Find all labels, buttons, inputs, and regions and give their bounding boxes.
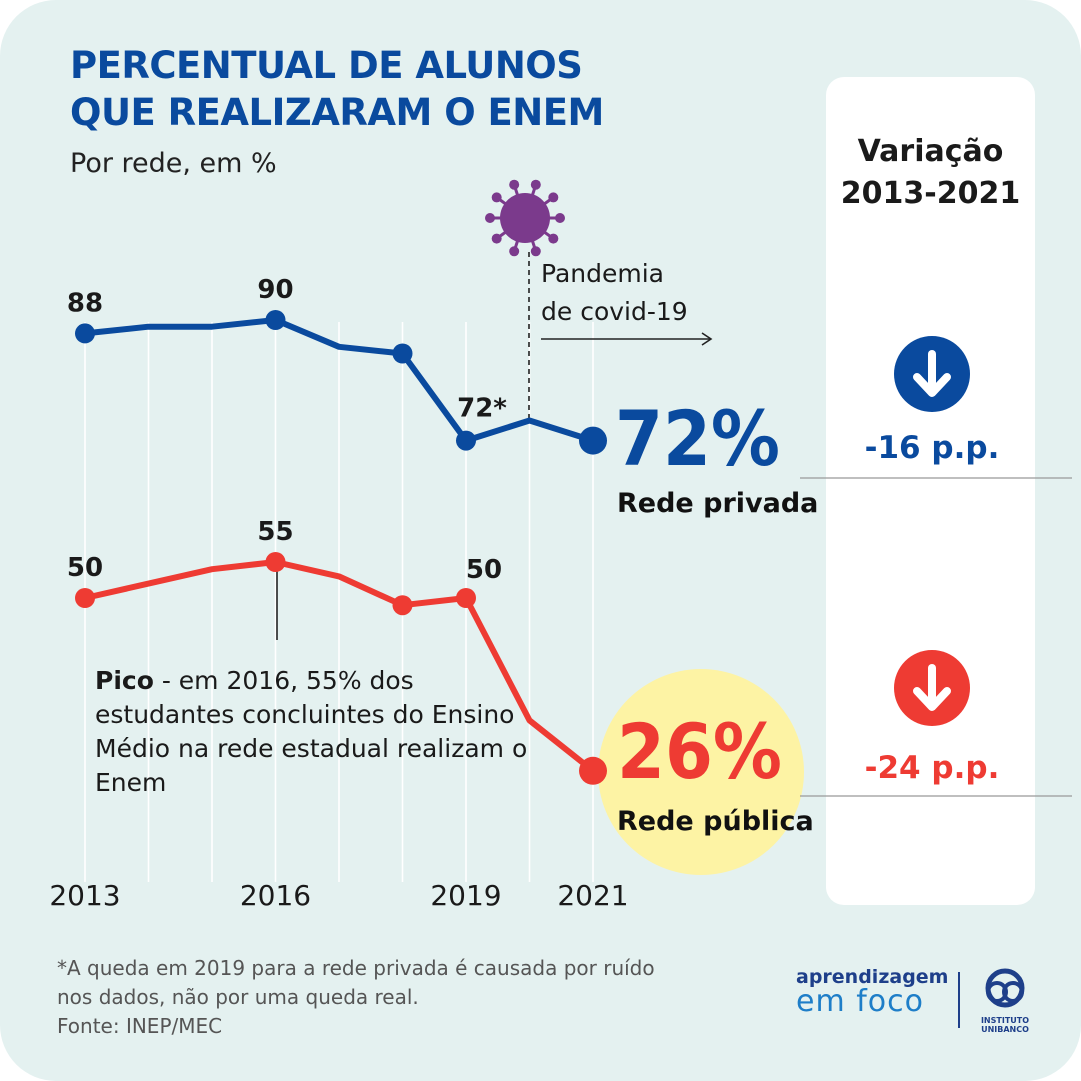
series-line-publica [82,559,596,774]
virus-spike-tip [491,233,502,244]
x-tick-2021: 2021 [557,879,628,912]
labels-layer: 88 90 72* 50 55 50 [67,275,507,585]
x-axis-ticks: 2013 2016 2019 2021 [49,879,628,912]
data-point-publica-2016 [265,552,286,572]
data-point-publica-2019 [456,588,476,608]
unibanco-mark-icon [985,968,1025,1008]
series-layer [75,310,607,785]
logo-separator [958,972,960,1028]
virus-spike-tip [555,213,565,223]
peak-callout: Pico - em 2016, 55% dos estudantes concl… [95,664,535,800]
footnote-line-2: nos dados, não por uma queda real. [57,985,419,1009]
aprendizagem-em-foco-logo: aprendizagem em foco [796,966,948,1019]
arrow-down-circle-icon [894,650,970,726]
virus-body [500,193,550,243]
chart-subtitle: Por rede, em % [70,148,277,179]
data-point-privada-2021 [579,426,607,455]
privada-series-label: Rede privada [617,488,818,519]
title-line-1: PERCENTUAL DE ALUNOS [70,44,583,87]
data-label-publica-2013: 50 [67,553,103,583]
publica-series-label: Rede pública [617,806,814,837]
data-label-publica-2016: 55 [257,517,293,547]
virus-spike-tip [548,192,559,203]
institute-name: INSTITUTO UNIBANCO [970,1016,1040,1034]
institute-line-2: UNIBANCO [981,1025,1029,1034]
instituto-unibanco-logo: INSTITUTO UNIBANCO [970,968,1040,1034]
data-point-publica-2018 [392,595,413,616]
highlight-circle [598,669,804,875]
privada-end-value: 72% [615,394,780,483]
arrow-down-circle-icon [894,336,970,412]
virus-spike-tip [491,192,502,203]
data-label-privada-2016: 90 [257,275,293,305]
footnote: *A queda em 2019 para a rede privada é c… [57,954,757,1041]
virus-spike-tip [485,213,495,223]
x-tick-2019: 2019 [430,879,501,912]
arrow-right-icon [701,332,713,346]
virus-spike-tip [509,179,520,190]
callout-text: - em 2016, 55% dos estudantes concluinte… [95,666,528,797]
variation-panel: Variação 2013-2021 [826,77,1035,905]
data-point-publica-2021 [579,756,607,785]
logo-line-1: aprendizagem [796,966,949,988]
logo-line-2: em foco [796,984,924,1019]
data-label-publica-2019: 50 [466,555,502,585]
data-point-privada-2019 [456,430,476,451]
data-label-privada-2019: 72* [457,394,507,424]
panel-title-line-1: Variação [857,134,1004,169]
virus-spike-tip [530,179,541,190]
virus-spike-tip [548,233,559,244]
privada-change-value: -16 p.p. [865,430,1000,466]
chart-title: PERCENTUAL DE ALUNOS QUE REALIZARAM O EN… [70,42,630,136]
x-tick-2016: 2016 [240,879,311,912]
virus-spike-tip [530,246,541,257]
panel-title-line-2: 2013-2021 [840,176,1021,211]
publica-end-value: 26% [617,707,782,796]
pandemic-label-line-2: de covid-19 [541,297,688,326]
footnote-line-1: *A queda em 2019 para a rede privada é c… [57,956,655,980]
institute-line-1: INSTITUTO [980,1016,1030,1025]
source-note: Fonte: INEP/MEC [57,1014,223,1038]
title-line-2: QUE REALIZARAM O ENEM [70,91,604,134]
callout-bold: Pico [95,666,154,695]
x-tick-2013: 2013 [49,879,120,912]
data-point-publica-2013 [75,588,95,608]
series-line-privada [82,317,596,444]
virus-icon [485,179,565,257]
data-point-privada-2018 [392,343,413,364]
pandemic-label-line-1: Pandemia [541,259,664,288]
publica-change-value: -24 p.p. [865,750,1000,786]
virus-spike-tip [509,246,520,257]
data-point-privada-2013 [75,323,95,344]
data-label-privada-2013: 88 [67,288,103,318]
data-point-privada-2016 [265,310,286,330]
panel-title: Variação 2013-2021 [826,131,1035,215]
